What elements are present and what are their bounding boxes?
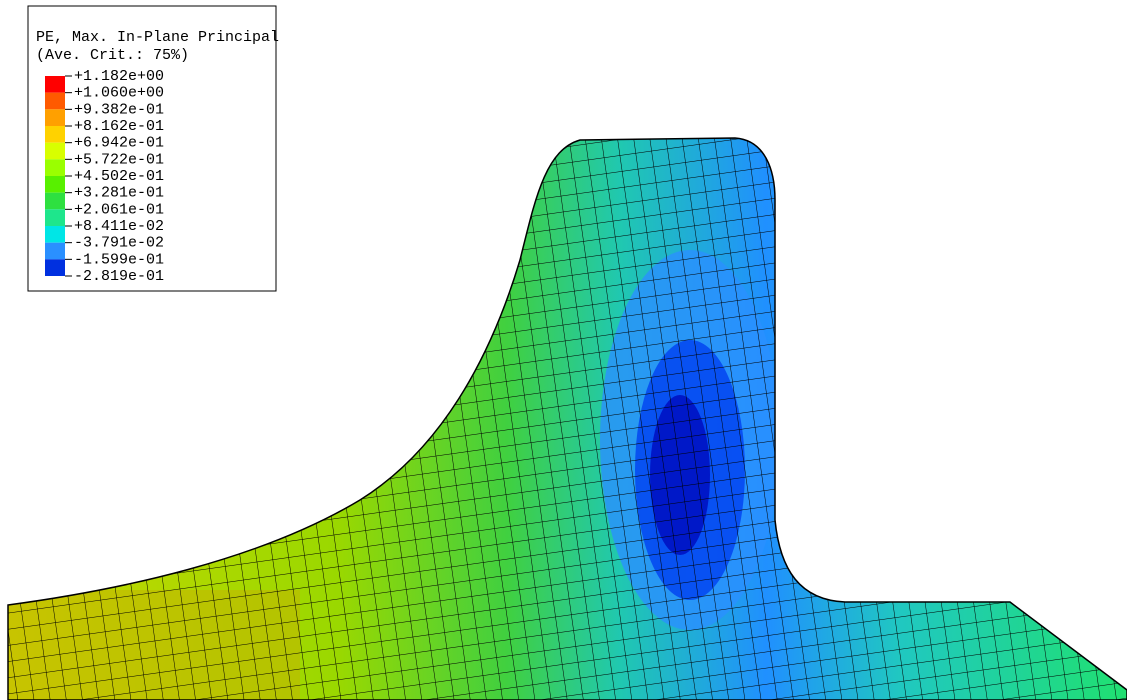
legend-label: +5.722e-01	[74, 151, 164, 168]
legend-swatch	[45, 159, 65, 176]
legend-label: +3.281e-01	[74, 185, 164, 202]
legend-label: +1.060e+00	[74, 85, 164, 102]
legend-label: +9.382e-01	[74, 101, 164, 118]
legend-title: PE, Max. In-Plane Principal	[36, 29, 279, 46]
legend-swatch	[45, 176, 65, 193]
legend-swatch	[45, 193, 65, 210]
legend-label: +2.061e-01	[74, 201, 164, 218]
viewport: PE, Max. In-Plane Principal (Ave. Crit.:…	[0, 0, 1127, 700]
legend-swatch	[45, 76, 65, 93]
legend-swatch	[45, 243, 65, 260]
legend-label: -3.791e-02	[74, 235, 164, 252]
legend-label: -2.819e-01	[74, 268, 164, 285]
legend-swatch	[45, 209, 65, 226]
legend-swatch	[45, 259, 65, 276]
legend-label: +6.942e-01	[74, 135, 164, 152]
legend-swatch	[45, 109, 65, 126]
legend-label: +8.411e-02	[74, 218, 164, 235]
legend-swatch	[45, 93, 65, 110]
legend-label: -1.599e-01	[74, 251, 164, 268]
legend-swatch	[45, 143, 65, 160]
legend-swatch	[45, 226, 65, 243]
legend-label: +1.182e+00	[74, 68, 164, 85]
legend-label: +8.162e-01	[74, 118, 164, 135]
legend: PE, Max. In-Plane Principal (Ave. Crit.:…	[28, 6, 279, 291]
legend-swatch	[45, 126, 65, 143]
legend-label: +4.502e-01	[74, 168, 164, 185]
legend-subtitle: (Ave. Crit.: 75%)	[36, 47, 189, 64]
